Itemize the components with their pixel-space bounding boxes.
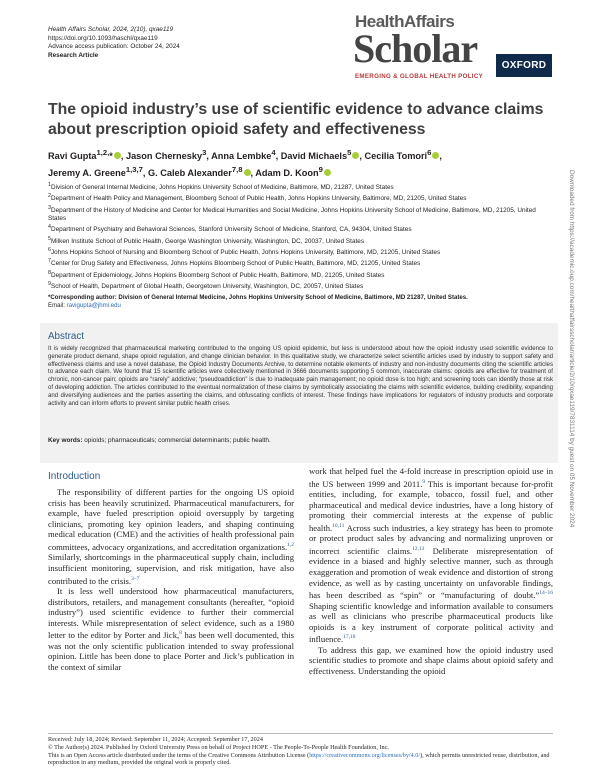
article-footer: Received: July 18, 2024; Revised: Septem… xyxy=(48,736,558,767)
citation-link[interactable]: 12,13 xyxy=(412,545,425,552)
affiliation-item: 2Department of Health Policy and Managem… xyxy=(48,193,467,203)
corresponding-text: *Corresponding author: Division of Gener… xyxy=(48,294,468,301)
body-column-right: work that helped fuel the 4-fold increas… xyxy=(309,466,553,677)
author-name[interactable]: , Jason Chernesky xyxy=(120,151,203,162)
author-affil-sup: 1,3,7 xyxy=(125,165,143,175)
abstract-text: It is widely recognized that pharmaceuti… xyxy=(48,345,553,407)
orcid-icon[interactable] xyxy=(113,152,121,160)
author-affil-sup: 7,8 xyxy=(231,165,243,175)
author-list: Ravi Gupta1,2,* , Jason Chernesky3, Anna … xyxy=(48,148,442,179)
abstract-panel xyxy=(40,323,558,463)
keywords: Key words: opioids; pharmaceuticals; com… xyxy=(48,437,553,444)
keywords-list: opioids; pharmaceuticals; commercial det… xyxy=(84,437,271,444)
keywords-label: Key words: xyxy=(48,437,83,444)
publication-date: Advance access publication: October 24, … xyxy=(48,43,180,51)
affiliation-item: 9School of Health, Department of Global … xyxy=(48,280,364,290)
affiliations: 1Division of General Internal Medicine, … xyxy=(48,181,553,291)
copyright-line: © The Author(s) 2024. Published by Oxfor… xyxy=(48,743,389,751)
author-affil-sup: 5 xyxy=(347,148,352,157)
abstract-heading: Abstract xyxy=(48,331,84,342)
paragraph: To address this gap, we examined how the… xyxy=(309,644,553,676)
orcid-icon[interactable] xyxy=(243,169,251,177)
affiliation-item: 6Johns Hopkins School of Nursing and Blo… xyxy=(48,246,441,256)
orcid-icon[interactable] xyxy=(323,169,331,177)
citation-link[interactable]: 9 xyxy=(422,478,426,485)
corresponding-asterisk: * xyxy=(109,151,113,162)
body-column-left: The responsibility of different parties … xyxy=(48,487,294,673)
author-affil-sup: 6 xyxy=(427,148,432,157)
paragraph: The responsibility of different parties … xyxy=(48,487,294,586)
license-line: This is an Open Access article distribut… xyxy=(48,751,550,767)
affiliation-item: 7Center for Drug Safety and Effectivenes… xyxy=(48,258,421,268)
publisher-logo[interactable]: OXFORD xyxy=(496,54,552,77)
author-affil-sup: 3 xyxy=(202,148,207,157)
dates-line: Received: July 18, 2024; Revised: Septem… xyxy=(48,736,263,743)
doi-link[interactable]: https://doi.org/10.1093/haschl/qxae119 xyxy=(48,34,158,42)
download-note: Downloaded from https://academic.oup.com… xyxy=(568,170,575,528)
license-link[interactable]: https://creativecommons.org/licenses/by/… xyxy=(309,751,421,759)
logo-tagline: EMERGING & GLOBAL HEALTH POLICY xyxy=(355,73,484,80)
paragraph: work that helped fuel the 4-fold increas… xyxy=(309,466,553,645)
affiliation-item: 5Milken Institute School of Public Healt… xyxy=(48,235,365,245)
download-watermark: Downloaded from https://academic.oup.com… xyxy=(565,170,577,590)
affiliation-item: 3Department of the History of Medicine a… xyxy=(48,204,536,222)
author-affil-sup: 4 xyxy=(271,148,276,157)
citation-link[interactable]: 17,18 xyxy=(343,634,356,641)
author-name[interactable]: , Anna Lembke xyxy=(206,151,272,162)
author-name[interactable]: , David Michaels xyxy=(275,151,348,162)
journal-citation: Health Affairs Scholar, 2024, 2(10), qxa… xyxy=(48,26,174,33)
author-affil-sup: 1,2, xyxy=(96,148,110,157)
logo-scholar: Scholar xyxy=(353,26,478,71)
citation-link[interactable]: 14–16 xyxy=(539,590,553,597)
author-name[interactable]: , G. Caleb Alexander xyxy=(142,168,232,179)
footer-divider xyxy=(48,733,553,734)
author-name[interactable]: Ravi Gupta xyxy=(48,151,97,162)
citation-link[interactable]: 10,11 xyxy=(332,522,345,529)
paragraph: It is less well understood how pharmaceu… xyxy=(48,586,294,673)
email-link[interactable]: ravigupta@jhmi.edu xyxy=(66,302,121,310)
corresponding-author: *Corresponding author: Division of Gener… xyxy=(48,294,553,310)
citation-link[interactable]: 1,2 xyxy=(287,541,294,548)
article-header: Health Affairs Scholar, 2024, 2(10), qxa… xyxy=(48,26,180,60)
logo-health-affairs: HealthAffairs xyxy=(355,12,455,31)
author-name[interactable]: , Cecilia Tomori xyxy=(359,151,428,162)
affiliation-item: 8Department of Epidemiology, Johns Hopki… xyxy=(48,269,385,279)
article-type: Research Article xyxy=(48,51,99,59)
email-label: Email: xyxy=(48,302,65,310)
author-name[interactable]: , Adam D. Koon xyxy=(250,168,319,179)
citation-link[interactable]: 3–7 xyxy=(131,575,140,582)
section-heading-introduction: Introduction xyxy=(48,471,101,482)
affiliation-item: 1Division of General Internal Medicine, … xyxy=(48,182,394,192)
orcid-icon[interactable] xyxy=(432,152,440,160)
journal-logo[interactable]: HealthAffairs Scholar EMERGING & GLOBAL … xyxy=(333,12,543,84)
affiliation-item: 4Department of Psychiatry and Behavioral… xyxy=(48,224,412,234)
article-title: The opioid industry’s use of scientific … xyxy=(48,101,544,138)
author-affil-sup: 9 xyxy=(318,165,323,175)
orcid-icon[interactable] xyxy=(352,152,360,160)
author-name[interactable]: Jeremy A. Greene xyxy=(48,168,126,179)
citation-link[interactable]: 8 xyxy=(179,630,182,637)
